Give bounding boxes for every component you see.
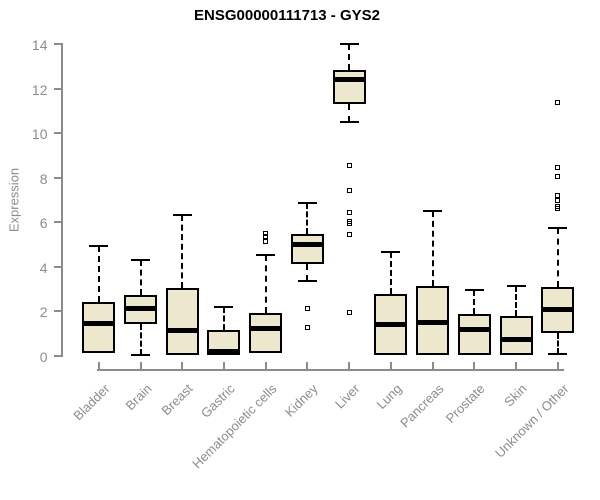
box-iqr <box>332 69 366 105</box>
median-line <box>290 242 324 248</box>
upper-whisker-cap <box>256 253 276 256</box>
outlier-point <box>346 221 352 227</box>
lower-whisker <box>306 263 309 282</box>
outlier-point <box>555 174 561 180</box>
median-line <box>499 336 533 342</box>
y-axis-tick <box>53 176 61 179</box>
median-line <box>457 326 491 332</box>
box-iqr <box>249 312 283 353</box>
lower-whisker-cap <box>548 352 568 355</box>
x-axis-line <box>97 368 564 371</box>
box-iqr <box>82 301 116 353</box>
x-axis-tick <box>515 362 518 369</box>
upper-whisker <box>348 44 351 70</box>
upper-whisker <box>515 285 518 316</box>
upper-whisker-cap <box>423 210 443 213</box>
upper-whisker <box>139 260 142 295</box>
outlier-point <box>263 238 269 244</box>
outlier-point <box>304 324 310 330</box>
upper-whisker <box>556 227 559 288</box>
x-axis-tick <box>97 362 100 369</box>
lower-whisker <box>348 104 351 123</box>
x-axis-tick <box>264 362 267 369</box>
median-line <box>332 77 366 83</box>
outlier-point <box>346 310 352 316</box>
y-tick-label: 12 <box>31 81 48 98</box>
y-axis-tick <box>53 310 61 313</box>
y-axis-tick <box>53 43 61 45</box>
median-line <box>124 305 158 311</box>
upper-whisker <box>389 252 392 294</box>
upper-whisker-cap <box>339 43 359 46</box>
outlier-point <box>304 305 310 311</box>
y-tick-label: 10 <box>31 126 48 143</box>
upper-whisker <box>97 245 100 302</box>
x-axis-tick <box>556 362 559 369</box>
outlier-point <box>555 197 561 203</box>
outlier-point <box>346 209 352 215</box>
box-iqr <box>457 313 491 355</box>
x-axis-tick <box>473 362 476 369</box>
median-line <box>165 327 199 333</box>
upper-whisker-cap <box>89 244 109 247</box>
y-axis-tick <box>53 355 61 357</box>
upper-whisker <box>264 254 267 313</box>
y-tick-label: 14 <box>31 37 48 53</box>
outlier-point <box>346 232 352 238</box>
x-axis-tick <box>222 362 225 369</box>
upper-whisker <box>181 214 184 289</box>
lower-whisker <box>556 332 559 354</box>
median-line <box>541 306 575 312</box>
box-iqr <box>290 233 324 264</box>
x-axis-tick <box>389 362 392 369</box>
y-tick-label: 4 <box>39 259 48 276</box>
upper-whisker-cap <box>548 226 568 229</box>
upper-whisker-cap <box>172 213 192 216</box>
box-iqr <box>499 316 533 355</box>
y-axis-line <box>60 43 63 357</box>
y-tick-label: 6 <box>39 215 48 232</box>
y-axis-tick <box>53 87 61 90</box>
chart-title: ENSG00000111713 - GYS2 <box>194 7 380 24</box>
lower-whisker-cap <box>297 280 317 283</box>
y-tick-label: 2 <box>39 304 48 321</box>
box-iqr <box>165 288 199 355</box>
median-line <box>374 322 408 328</box>
upper-whisker <box>473 290 476 314</box>
x-axis-tick <box>139 362 142 369</box>
x-category-label: Unknown / Other <box>491 381 572 461</box>
outlier-point <box>555 99 561 105</box>
lower-whisker <box>139 323 142 355</box>
outlier-point <box>555 205 561 211</box>
median-line <box>207 348 241 354</box>
x-axis-tick <box>431 362 434 369</box>
x-axis-tick <box>348 362 351 369</box>
outlier-point <box>555 165 561 171</box>
y-axis-tick <box>53 265 61 268</box>
outlier-point <box>346 187 352 193</box>
upper-whisker-cap <box>464 289 484 292</box>
outlier-point <box>346 163 352 169</box>
upper-whisker <box>222 307 225 331</box>
y-axis-tick <box>53 132 61 135</box>
upper-whisker-cap <box>297 202 317 205</box>
median-line <box>82 321 116 327</box>
upper-whisker-cap <box>381 251 401 254</box>
x-axis-tick <box>181 362 184 369</box>
y-tick-label: 0 <box>39 349 48 365</box>
y-axis-tick <box>53 221 61 224</box>
lower-whisker-cap <box>131 354 151 356</box>
upper-whisker <box>431 211 434 286</box>
median-line <box>416 320 450 326</box>
upper-whisker-cap <box>506 284 526 287</box>
y-tick-label: 8 <box>39 170 48 187</box>
outlier-point <box>263 231 269 237</box>
upper-whisker-cap <box>131 259 151 262</box>
upper-whisker-cap <box>214 306 234 309</box>
upper-whisker <box>306 203 309 234</box>
median-line <box>249 325 283 331</box>
x-axis-tick <box>306 362 309 369</box>
lower-whisker-cap <box>339 121 359 124</box>
